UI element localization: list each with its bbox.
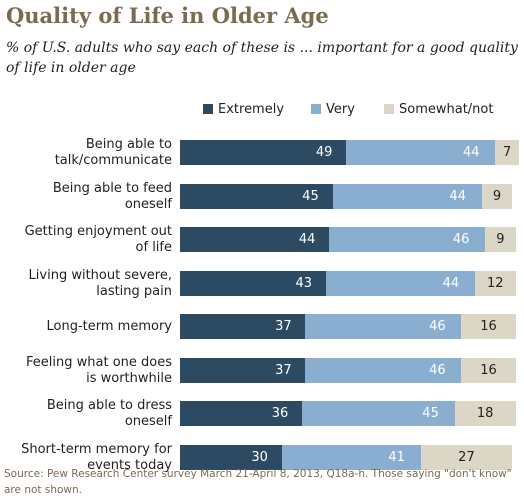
category-label: Being able to talk/communicate — [54, 136, 172, 168]
category-label: Living without severe, lasting pain — [28, 267, 172, 299]
bar-value-label: 44 — [449, 189, 466, 204]
bar-value-label: 16 — [480, 319, 497, 334]
bar-segment-very — [325, 271, 475, 296]
bar-segment-extremely — [180, 358, 306, 383]
bar-segment-somewhat-not — [461, 314, 516, 339]
category-label: Feeling what one does is worthwhile — [26, 354, 172, 386]
bar-segment-somewhat-not — [454, 401, 516, 426]
bar-value-label: 46 — [429, 363, 446, 378]
bar-value-label: 44 — [298, 232, 316, 247]
bar-segment-very — [305, 314, 462, 339]
bar-segment-very — [346, 140, 496, 165]
chart-title: Quality of Life in Older Age — [6, 3, 329, 28]
chart-subtitle: % of U.S. adults who say each of these i… — [6, 40, 518, 76]
bar-value-label: 46 — [429, 319, 446, 334]
bar-value-label: 12 — [486, 276, 504, 291]
bar-segment-extremely — [180, 314, 306, 339]
bar-segment-somewhat-not — [461, 358, 516, 383]
bar-segment-somewhat-not — [495, 140, 519, 165]
bar-segment-very — [305, 358, 462, 383]
bar-segment-extremely — [180, 140, 347, 165]
bar-value-label: 45 — [422, 406, 439, 421]
chart-legend: Extremely Very Somewhat/not — [0, 102, 524, 120]
bar-segment-extremely — [180, 271, 326, 296]
bar-value-label: 37 — [275, 319, 292, 334]
bar-value-label: 16 — [480, 363, 497, 378]
bar-value-label: 18 — [476, 406, 494, 421]
source-note: Source: Pew Research Center survey March… — [4, 468, 512, 496]
legend-item-0: Extremely — [203, 102, 284, 118]
legend-label-0: Extremely — [218, 102, 285, 117]
bar-segment-very — [329, 227, 486, 252]
bar-value-label: 7 — [502, 145, 512, 160]
bar-value-label: 27 — [458, 450, 475, 465]
bar-segment-very — [302, 401, 455, 426]
legend-swatch-0 — [203, 104, 213, 114]
category-label: Getting enjoyment out of life — [24, 223, 172, 255]
bar-segment-somewhat-not — [420, 445, 513, 470]
bar-segment-extremely — [180, 184, 333, 209]
bar-value-label: 37 — [275, 363, 292, 378]
legend-swatch-1 — [311, 104, 321, 114]
category-label: Short-term memory for events today — [21, 441, 172, 473]
category-label: Being able to feed oneself — [52, 180, 172, 212]
bar-value-label: 44 — [442, 276, 460, 291]
legend-label-2: Somewhat/not — [399, 102, 494, 117]
bar-value-label: 41 — [388, 450, 405, 465]
bar-value-label: 49 — [315, 145, 333, 160]
bar-segment-somewhat-not — [485, 227, 516, 252]
bar-segment-extremely — [180, 445, 282, 470]
bar-value-label: 43 — [295, 276, 313, 291]
bar-value-label: 45 — [302, 189, 319, 204]
category-label: Being able to dress oneself — [46, 397, 172, 429]
category-label: Long-term memory — [46, 318, 172, 334]
legend-swatch-2 — [384, 104, 394, 114]
legend-item-2: Somewhat/not — [384, 102, 493, 118]
legend-item-1: Very — [311, 102, 355, 118]
bar-segment-somewhat-not — [481, 184, 513, 209]
bar-segment-very — [332, 184, 482, 209]
bar-segment-extremely — [180, 401, 303, 426]
bar-value-label: 9 — [492, 189, 502, 204]
bar-segment-extremely — [180, 227, 330, 252]
bar-value-label: 9 — [496, 232, 505, 247]
bar-value-label: 36 — [271, 406, 289, 421]
bar-segment-very — [281, 445, 421, 470]
bar-value-label: 46 — [452, 232, 470, 247]
bar-value-label: 30 — [251, 450, 268, 465]
legend-label-1: Very — [326, 102, 355, 117]
bar-segment-somewhat-not — [474, 271, 516, 296]
bar-value-label: 44 — [462, 145, 480, 160]
